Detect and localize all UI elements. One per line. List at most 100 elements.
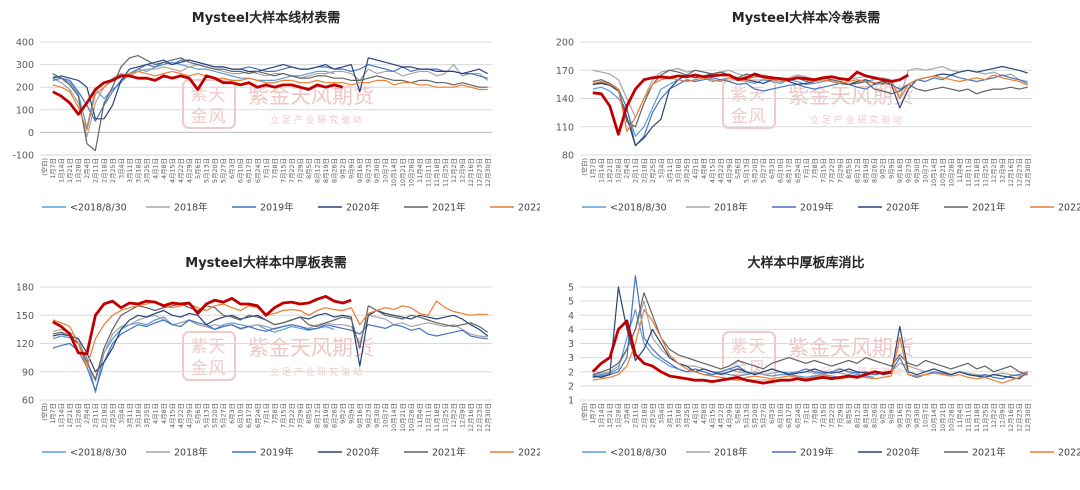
x-tick-label: 6月17日 — [785, 158, 793, 183]
watermark-seal-char: 风 — [209, 107, 226, 127]
x-tick-label: 2月18日 — [640, 403, 648, 428]
x-tick-label: 8月26日 — [871, 403, 879, 428]
x-tick-label: 10月28日 — [947, 158, 955, 187]
x-tick-label: 7月8日 — [811, 403, 819, 424]
x-tick-label: 2月18日 — [640, 158, 648, 183]
x-tick-label: 9月30日 — [373, 158, 381, 183]
x-tick-label: 2月4日 — [83, 403, 91, 424]
x-tick-label: 12月23日 — [476, 158, 484, 187]
series-line — [52, 55, 488, 152]
x-tick-label: 9月23日 — [905, 403, 913, 428]
x-tick-label: 1月14日 — [58, 403, 66, 428]
x-tick-label: 9月9日 — [888, 158, 896, 179]
watermark-brand: 紫金天风期货 — [788, 336, 914, 360]
x-tick-label: 11月4日 — [956, 403, 964, 428]
x-tick-label: 8月19日 — [862, 158, 870, 183]
x-tick-label: 5月27日 — [760, 158, 768, 183]
x-tick-label: 1月21日 — [66, 158, 74, 183]
chart-panel-medium-plate: 紫天金风紫金天风期货立 足 产 业 研 究 驱 动 Mysteel大样本中厚板表需… — [0, 245, 540, 490]
x-tick-label: 8月26日 — [331, 403, 339, 428]
legend-item: 2018年 — [686, 202, 748, 214]
series-line — [52, 314, 488, 382]
chart-cold-coil: 紫天金 风紫金天风期货立 足 产 业 研 究 驱 动Mysteel大样本冷卷表需8… — [556, 10, 1080, 214]
y-tick-label: 5 — [568, 297, 574, 308]
x-tick-label: (空白) — [580, 403, 589, 421]
x-tick-label: 9月2日 — [339, 158, 347, 179]
x-tick-label: 5月27日 — [760, 403, 768, 428]
chart-panel-plate-ratio: 紫天金风紫金天风期货立 足 产 业 研 究 驱 动大样本中厚板库消比 1 2 2 3 3 4… — [540, 245, 1080, 490]
x-tick-label: 9月16日 — [896, 403, 904, 428]
legend-item: <2018/8/30 — [42, 448, 127, 459]
x-tick-label: 8月5日 — [305, 158, 313, 179]
x-tick-label: 9月9日 — [348, 158, 356, 179]
x-tick-label: 4月22日 — [177, 403, 185, 428]
x-tick-label: 12月30日 — [1024, 403, 1032, 432]
watermark-seal-char: 天 — [749, 337, 766, 357]
x-tick-label: 8月5日 — [845, 158, 853, 179]
x-tick-label: 11月11日 — [424, 403, 432, 432]
watermark-seal-char: 紫 — [731, 337, 748, 357]
watermark-seal-char: 紫 — [731, 85, 748, 105]
x-tick-label: 8月5日 — [305, 403, 313, 424]
y-tick-label: 170 — [556, 66, 574, 77]
x-tick-label: 4月8日 — [160, 403, 168, 424]
y-tick-label: 180 — [16, 283, 34, 294]
x-tick-label: 12月9日 — [999, 403, 1007, 428]
x-tick-label: 2月11日 — [632, 403, 640, 428]
x-tick-label: 2月18日 — [100, 403, 108, 428]
y-tick-label: 5 — [568, 283, 574, 294]
legend-item: 2021年 — [404, 447, 466, 459]
x-tick-label: 1月14日 — [58, 158, 66, 183]
x-tick-label: 11月25日 — [981, 158, 989, 187]
x-tick-label: 1月14日 — [598, 403, 606, 428]
series-line — [592, 65, 1028, 147]
y-tick-label: -100 — [12, 151, 34, 162]
legend-item: 2018年 — [146, 202, 208, 214]
series-line — [52, 319, 488, 392]
x-tick-label: 12月16日 — [467, 158, 475, 187]
x-tick-label: 4月22日 — [717, 403, 725, 428]
x-tick-label: 2月4日 — [623, 403, 631, 424]
x-tick-label: 1月14日 — [598, 158, 606, 183]
legend-label: 2019年 — [260, 202, 294, 214]
x-tick-label: 10月14日 — [930, 158, 938, 187]
x-tick-label: 11月25日 — [441, 403, 449, 432]
x-tick-label: 2月25日 — [109, 403, 117, 428]
x-tick-label: 1月7日 — [589, 403, 597, 424]
x-tick-label: 8月26日 — [871, 158, 879, 183]
x-tick-label: 7月22日 — [288, 403, 296, 428]
series-line — [52, 303, 489, 380]
legend-label: 2022年 — [518, 202, 540, 214]
watermark-seal-char: 天 — [209, 85, 226, 105]
x-tick-label: 5月20日 — [211, 158, 219, 183]
x-tick-label: 11月4日 — [956, 158, 964, 183]
x-tick-label: 12月2日 — [990, 158, 998, 183]
x-tick-label: 1月7日 — [589, 158, 597, 179]
x-tick-label: 12月9日 — [999, 158, 1007, 183]
x-tick-label: 4月29日 — [186, 403, 194, 428]
x-tick-label: 11月25日 — [441, 158, 449, 187]
x-tick-label: 8月12日 — [314, 403, 322, 428]
x-tick-label: 9月9日 — [348, 403, 356, 424]
x-tick-label: 11月18日 — [433, 158, 441, 187]
chart-plate-ratio: 紫天金 风紫金天风期货立 足 产 业 研 究 驱 动大样本中厚板库消比122334… — [568, 255, 1080, 459]
x-tick-label: 12月30日 — [1024, 158, 1032, 187]
x-tick-label: 3月11日 — [666, 403, 674, 428]
watermark-seal-char: 天 — [749, 85, 766, 105]
series-line — [592, 70, 909, 136]
chart-title: Mysteel大样本线材表需 — [192, 10, 340, 26]
x-tick-label: 7月29日 — [836, 403, 844, 428]
y-tick-label: 3 — [568, 339, 574, 350]
x-tick-label: 4月8日 — [700, 403, 708, 424]
y-tick-label: 200 — [16, 83, 34, 94]
x-tick-label: 11月25日 — [981, 403, 989, 432]
y-tick-label: 120 — [16, 339, 34, 350]
legend-item: 2021年 — [944, 202, 1006, 214]
x-tick-label: 7月22日 — [288, 158, 296, 183]
x-tick-label: 1月21日 — [66, 403, 74, 428]
x-tick-label: 2月11日 — [92, 403, 100, 428]
x-tick-label: 12月16日 — [1007, 403, 1015, 432]
x-tick-label: 6月10日 — [237, 403, 245, 428]
watermark-seal — [182, 331, 236, 381]
x-tick-label: 5月20日 — [751, 158, 759, 183]
